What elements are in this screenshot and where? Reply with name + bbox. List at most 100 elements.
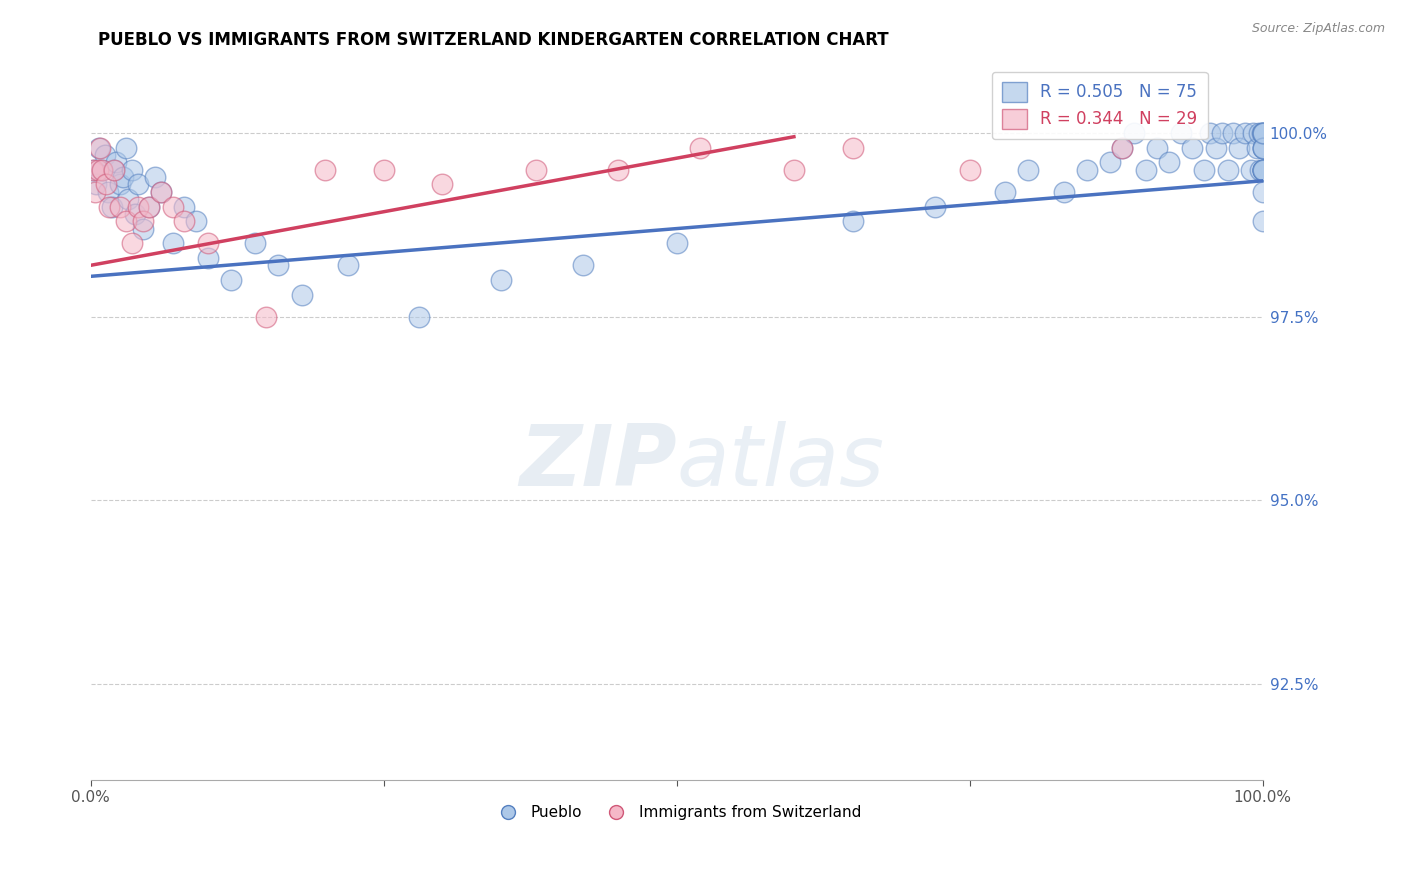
Text: ZIP: ZIP <box>519 421 676 504</box>
Point <box>432 178 454 192</box>
Point <box>173 214 195 228</box>
Point <box>149 185 172 199</box>
Point <box>1251 185 1274 199</box>
Point <box>149 185 172 199</box>
Point <box>408 310 430 324</box>
Point <box>173 200 195 214</box>
Point <box>314 162 336 177</box>
Point <box>117 192 139 206</box>
Point <box>1251 162 1274 177</box>
Point <box>108 200 131 214</box>
Point <box>1251 126 1274 140</box>
Point <box>1251 214 1274 228</box>
Point <box>1199 126 1222 140</box>
Point <box>91 162 114 177</box>
Point <box>1251 162 1274 177</box>
Point <box>1251 162 1274 177</box>
Point <box>1205 141 1227 155</box>
Point <box>1251 141 1274 155</box>
Point <box>93 148 115 162</box>
Point <box>83 162 105 177</box>
Point <box>1099 155 1122 169</box>
Point <box>959 162 981 177</box>
Point <box>1251 126 1274 140</box>
Point <box>84 185 107 199</box>
Point <box>94 178 117 192</box>
Point <box>1170 126 1192 140</box>
Point <box>91 162 114 177</box>
Legend: Pueblo, Immigrants from Switzerland: Pueblo, Immigrants from Switzerland <box>486 798 868 826</box>
Point <box>841 141 863 155</box>
Point <box>184 214 207 228</box>
Point <box>98 200 121 214</box>
Point <box>572 258 595 272</box>
Point <box>1251 162 1274 177</box>
Point <box>1181 141 1204 155</box>
Point <box>1227 141 1250 155</box>
Point <box>665 236 688 251</box>
Point <box>89 141 111 155</box>
Point <box>524 162 547 177</box>
Point <box>1251 141 1274 155</box>
Point <box>127 200 149 214</box>
Point <box>197 251 219 265</box>
Point <box>112 170 135 185</box>
Point <box>105 155 128 169</box>
Point <box>1157 155 1180 169</box>
Point <box>1122 126 1144 140</box>
Point <box>82 162 104 177</box>
Point <box>924 200 946 214</box>
Point <box>124 207 146 221</box>
Point <box>143 170 166 185</box>
Point <box>1249 162 1271 177</box>
Point <box>1216 162 1239 177</box>
Point <box>1052 185 1074 199</box>
Point <box>489 273 512 287</box>
Point <box>87 141 110 155</box>
Point <box>1240 162 1263 177</box>
Point <box>607 162 630 177</box>
Point <box>689 141 711 155</box>
Point <box>97 185 120 199</box>
Point <box>162 200 184 214</box>
Text: PUEBLO VS IMMIGRANTS FROM SWITZERLAND KINDERGARTEN CORRELATION CHART: PUEBLO VS IMMIGRANTS FROM SWITZERLAND KI… <box>98 31 889 49</box>
Point <box>121 162 143 177</box>
Point <box>86 178 108 192</box>
Point <box>1135 162 1157 177</box>
Point <box>1192 162 1215 177</box>
Point <box>841 214 863 228</box>
Point <box>1076 162 1098 177</box>
Point <box>1222 126 1244 140</box>
Point <box>114 214 136 228</box>
Point <box>1111 141 1133 155</box>
Point <box>103 162 125 177</box>
Point <box>138 200 160 214</box>
Point <box>783 162 806 177</box>
Point <box>103 162 125 177</box>
Point <box>86 162 108 177</box>
Point <box>138 200 160 214</box>
Point <box>267 258 290 272</box>
Point <box>162 236 184 251</box>
Point <box>994 185 1017 199</box>
Point <box>114 141 136 155</box>
Point <box>219 273 242 287</box>
Point <box>121 236 143 251</box>
Point <box>291 287 314 301</box>
Point <box>1241 126 1264 140</box>
Point <box>1250 126 1272 140</box>
Text: atlas: atlas <box>676 421 884 504</box>
Point <box>337 258 360 272</box>
Point <box>127 178 149 192</box>
Point <box>1211 126 1233 140</box>
Point <box>1251 162 1274 177</box>
Point <box>197 236 219 251</box>
Point <box>1234 126 1257 140</box>
Point <box>1251 141 1274 155</box>
Point <box>100 200 122 214</box>
Point <box>256 310 278 324</box>
Point <box>243 236 266 251</box>
Point <box>1246 141 1268 155</box>
Point <box>132 221 155 235</box>
Point <box>132 214 155 228</box>
